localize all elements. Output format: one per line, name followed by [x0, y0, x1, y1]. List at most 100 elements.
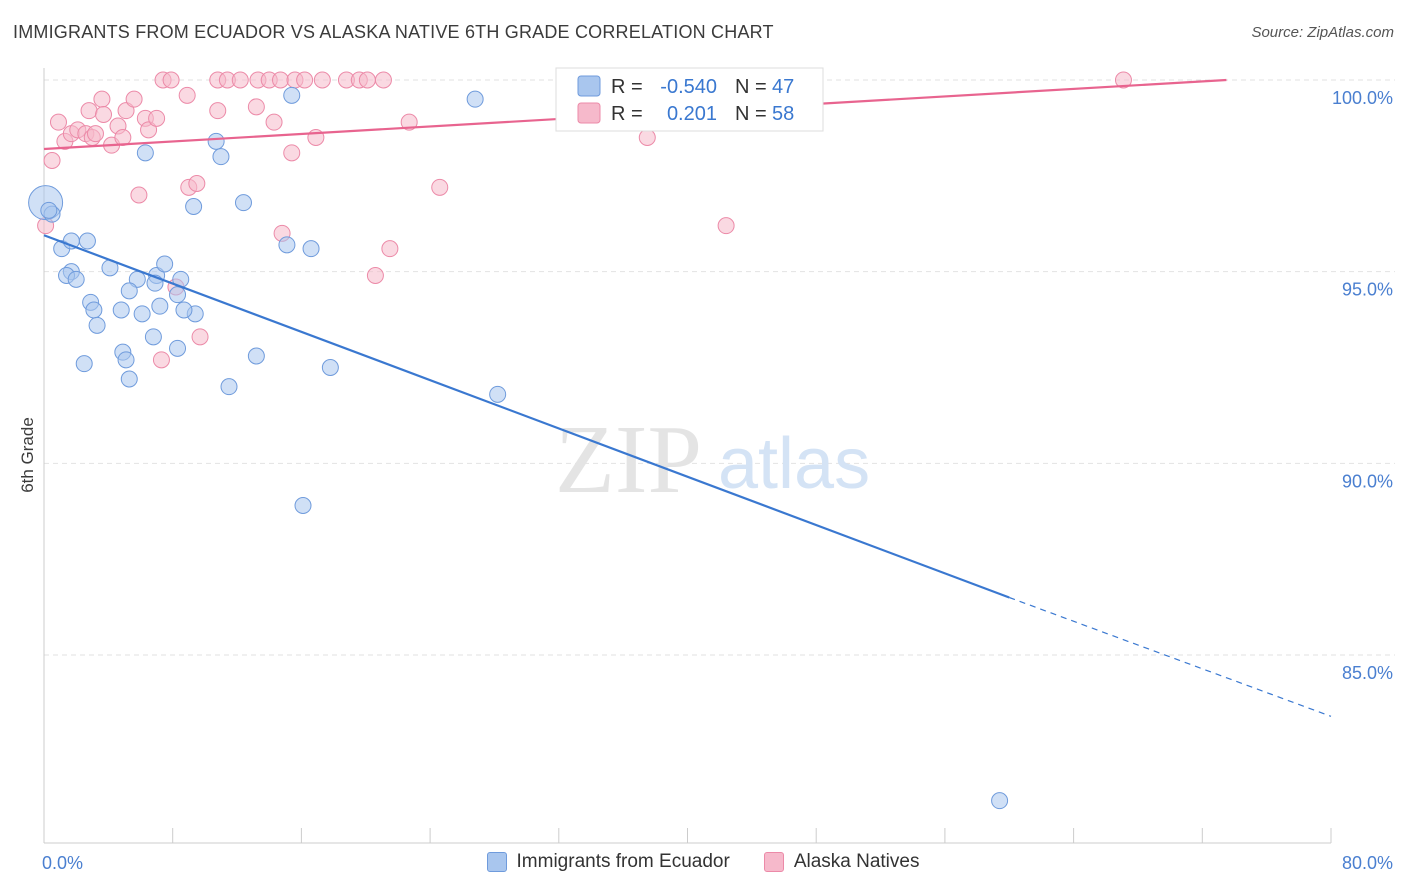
legend-r-label: R =: [611, 76, 643, 98]
legend-n-value: 58: [772, 103, 794, 125]
y-tick-label: 95.0%: [1342, 280, 1393, 300]
data-point-alaska-natives: [178, 86, 196, 104]
data-point-immigrants-from-ecuador: [85, 301, 103, 319]
data-point-alaska-natives: [296, 71, 314, 89]
data-point-alaska-natives: [148, 109, 166, 127]
data-point-alaska-natives: [717, 217, 735, 235]
data-point-immigrants-from-ecuador: [321, 359, 339, 376]
legend-item-immigrants-from-ecuador: Immigrants from Ecuador: [486, 851, 730, 873]
data-point-alaska-natives: [49, 113, 67, 131]
data-point-alaska-natives: [231, 71, 249, 89]
data-point-alaska-natives: [140, 121, 158, 139]
data-point-alaska-natives: [117, 102, 135, 120]
data-point-immigrants-from-ecuador: [40, 201, 58, 219]
data-point-immigrants-from-ecuador: [75, 355, 93, 373]
watermark-atlas: atlas: [718, 424, 870, 504]
data-point-alaska-natives: [162, 71, 180, 89]
data-point-alaska-natives: [247, 98, 265, 116]
data-point-immigrants-from-ecuador: [175, 301, 193, 319]
y-tick-label: 90.0%: [1342, 471, 1393, 491]
axes: [43, 68, 1332, 844]
watermark-zip: ZIP: [555, 406, 702, 514]
y-tick-label: 85.0%: [1342, 663, 1393, 683]
data-point-immigrants-from-ecuador: [212, 148, 230, 166]
data-point-alaska-natives: [130, 186, 148, 204]
x-tick-label: 0.0%: [42, 853, 83, 873]
data-point-immigrants-from-ecuador: [88, 316, 106, 334]
data-point-alaska-natives: [638, 129, 656, 146]
data-point-alaska-natives: [366, 267, 384, 284]
data-point-alaska-natives: [358, 71, 376, 89]
legend-n-label: N =: [735, 103, 767, 125]
data-point-immigrants-from-ecuador: [489, 385, 507, 403]
data-point-immigrants-from-ecuador: [169, 286, 187, 304]
data-point-immigrants-from-ecuador: [466, 90, 484, 108]
watermark: ZIP atlas: [555, 406, 870, 514]
data-point-alaska-natives: [125, 90, 143, 108]
data-point-immigrants-from-ecuador: [120, 370, 138, 388]
data-point-immigrants-from-ecuador: [78, 232, 96, 250]
data-point-alaska-natives: [191, 328, 209, 346]
source-label: Source: ZipAtlas.com: [1251, 24, 1394, 41]
legend-r-label: R =: [611, 103, 643, 125]
data-point-alaska-natives: [86, 125, 104, 143]
data-point-immigrants-from-ecuador: [144, 328, 162, 346]
data-point-immigrants-from-ecuador: [278, 236, 296, 254]
y-tick-label: 100.0%: [1332, 88, 1393, 108]
legend-n-value: 47: [772, 76, 794, 98]
gridlines: [44, 79, 1395, 656]
data-point-alaska-natives: [431, 178, 449, 196]
data-point-alaska-natives: [271, 71, 289, 89]
data-point-alaska-natives: [374, 71, 392, 89]
data-point-immigrants-from-ecuador: [112, 301, 130, 319]
data-point-immigrants-from-ecuador: [234, 194, 252, 212]
data-point-immigrants-from-ecuador: [67, 270, 85, 288]
data-point-alaska-natives: [152, 351, 170, 369]
data-point-immigrants-from-ecuador: [294, 497, 312, 514]
y-tick-labels: 85.0% 90.0% 95.0% 100.0%: [1332, 88, 1393, 683]
legend-swatch-blue: [486, 852, 507, 872]
legend-swatch-pink: [577, 102, 601, 124]
stats-legend-box: [555, 67, 824, 132]
x-tick-labels: 0.0% 80.0%: [42, 853, 1393, 873]
data-point-alaska-natives: [95, 106, 113, 123]
data-point-alaska-natives: [313, 71, 331, 89]
data-point-immigrants-from-ecuador: [156, 255, 174, 273]
x-tick-label: 80.0%: [1342, 853, 1393, 873]
data-point-immigrants-from-ecuador: [302, 240, 320, 258]
legend-swatch-blue: [577, 75, 601, 97]
trend-line-immigrants-from-ecuador: [43, 234, 1010, 599]
chart-title: IMMIGRANTS FROM ECUADOR VS ALASKA NATIVE…: [13, 22, 774, 42]
trend-lines: [43, 78, 1332, 717]
legend-swatch-pink: [763, 852, 784, 872]
data-point-immigrants-from-ecuador: [283, 86, 301, 104]
legend-item-alaska-natives: Alaska Natives: [763, 851, 920, 873]
data-point-alaska-natives: [80, 102, 98, 120]
data-point-alaska-natives: [381, 240, 399, 258]
trend-line-extension-immigrants-from-ecuador: [1009, 596, 1332, 717]
data-point-immigrants-from-ecuador: [151, 297, 169, 315]
data-point-immigrants-from-ecuador: [207, 132, 225, 150]
data-point-immigrants-from-ecuador: [120, 282, 138, 300]
data-point-alaska-natives: [188, 175, 206, 192]
data-point-immigrants-from-ecuador: [991, 792, 1009, 810]
data-point-alaska-natives: [43, 152, 61, 169]
series-alaska-natives: [37, 71, 1132, 369]
series-legend: Immigrants from Ecuador Alaska Natives: [0, 851, 1406, 873]
data-point-alaska-natives: [209, 102, 227, 120]
legend-label-immigrants-from-ecuador: Immigrants from Ecuador: [516, 851, 730, 872]
data-point-alaska-natives: [400, 113, 418, 131]
data-point-immigrants-from-ecuador: [220, 378, 238, 396]
legend-label-alaska-natives: Alaska Natives: [793, 851, 920, 872]
data-point-alaska-natives: [1114, 71, 1132, 89]
legend-n-label: N =: [735, 76, 767, 98]
data-point-alaska-natives: [93, 90, 111, 108]
data-point-immigrants-from-ecuador: [247, 347, 265, 365]
data-point-immigrants-from-ecuador: [117, 351, 135, 369]
legend-r-value: 0.201: [667, 103, 717, 125]
legend-r-value: -0.540: [660, 76, 717, 98]
stats-legend: R = -0.540 N = 47 R = 0.201 N = 58: [555, 67, 824, 132]
data-point-immigrants-from-ecuador: [185, 198, 203, 215]
data-point-immigrants-from-ecuador: [133, 305, 151, 323]
